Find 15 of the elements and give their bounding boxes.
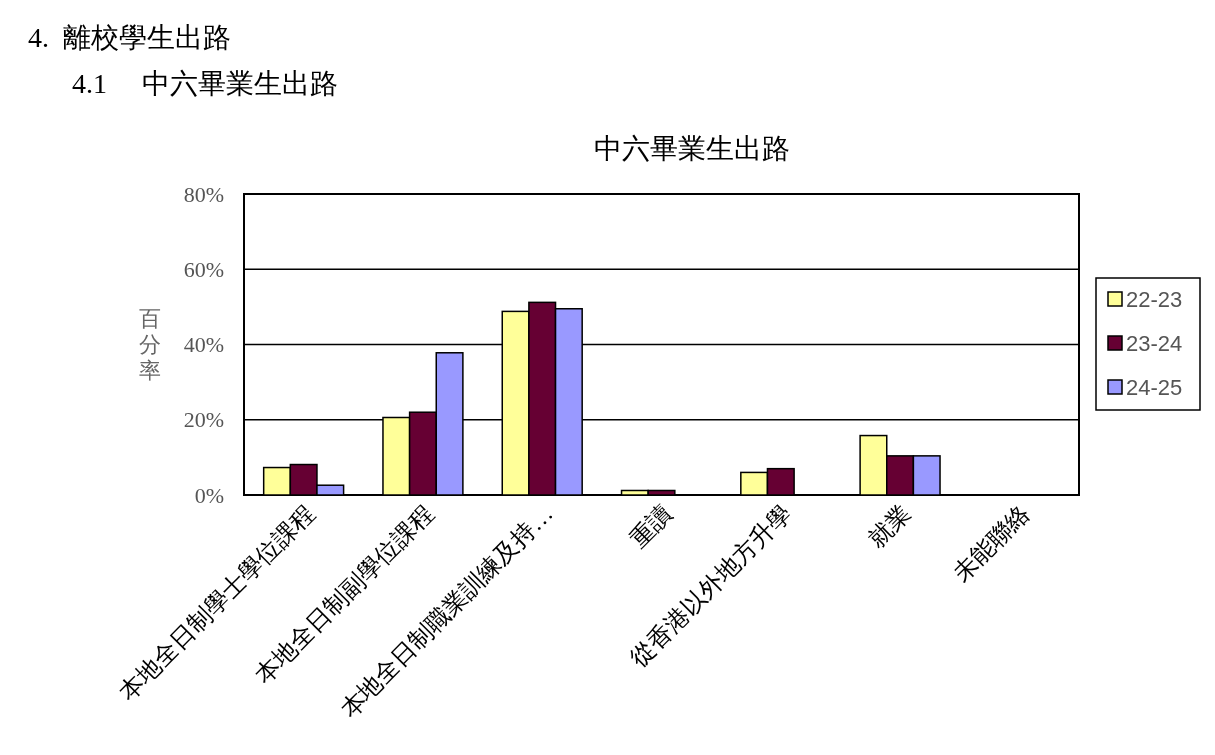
y-axis-title: 百分率 <box>139 306 161 383</box>
chart-title: 中六畢業生出路 <box>593 133 790 164</box>
legend-label: 22-23 <box>1126 286 1183 312</box>
text: 4.1 中六畢業生出路 <box>72 68 338 99</box>
legend-label: 23-24 <box>1126 330 1183 356</box>
y-tick-label: 20% <box>183 407 224 433</box>
x-tick-label: 未能聯絡 <box>948 500 1035 587</box>
y-tick-label: 0% <box>194 482 224 508</box>
y-tick-label: 60% <box>183 256 224 282</box>
x-tick-label: 就業 <box>863 500 916 553</box>
x-tick-label: 重讀 <box>624 500 677 553</box>
legend-label: 24-25 <box>1126 374 1183 400</box>
text: 4. 離校學生出路 <box>28 22 231 53</box>
y-tick-label: 40% <box>183 332 224 358</box>
y-tick-label: 80% <box>183 181 224 207</box>
